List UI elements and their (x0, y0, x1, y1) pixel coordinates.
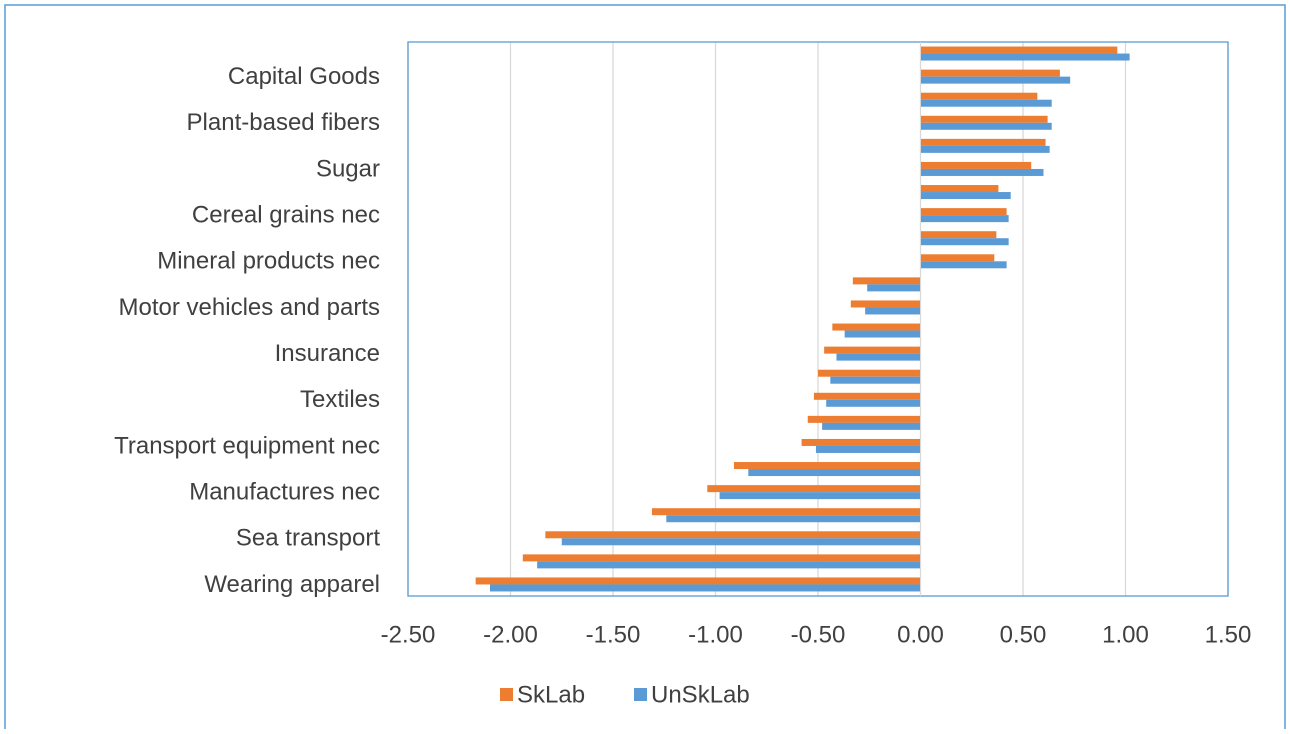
y-tick-label: Wearing apparel (204, 571, 380, 598)
legend-label: SkLab (517, 681, 585, 708)
bar (666, 515, 921, 523)
bar (920, 122, 1052, 130)
y-tick-label: Textiles (300, 386, 380, 413)
bar (748, 469, 921, 477)
bar (651, 508, 921, 516)
y-tick-label: Manufactures nec (189, 478, 380, 505)
bar (865, 307, 921, 315)
x-tick-label: 0.50 (1000, 621, 1047, 648)
bar (561, 538, 921, 546)
bar (852, 277, 921, 285)
bar (920, 254, 995, 262)
x-tick-label: -2.00 (483, 621, 538, 648)
bar (920, 46, 1118, 54)
y-tick-label: Sea transport (236, 525, 380, 552)
bar (844, 330, 921, 338)
bar (475, 577, 921, 585)
bar (850, 300, 921, 308)
bar (719, 492, 921, 500)
chart-frame (4, 4, 1286, 734)
legend-swatch (634, 688, 647, 701)
y-tick-label: Transport equipment nec (114, 432, 380, 459)
y-tick-label: Plant-based fibers (187, 109, 380, 136)
x-tick-label: 1.00 (1102, 621, 1149, 648)
y-tick-label: Sugar (316, 155, 380, 182)
bar (545, 531, 921, 539)
y-tick-label: Capital Goods (228, 63, 380, 90)
x-tick-label: 1.50 (1205, 621, 1252, 648)
bar (801, 438, 921, 446)
bar (920, 231, 997, 239)
bar (920, 215, 1009, 223)
bar (522, 554, 921, 562)
bar (920, 238, 1009, 246)
x-tick-label: -2.50 (381, 621, 436, 648)
bar (920, 161, 1032, 169)
bar (826, 399, 921, 407)
bar (537, 561, 921, 569)
bar (832, 323, 921, 331)
bar (920, 168, 1044, 176)
legend-label: UnSkLab (651, 681, 750, 708)
bar (807, 415, 921, 423)
bar (920, 76, 1071, 84)
bar (733, 462, 921, 470)
bar (920, 53, 1130, 61)
plot-area (407, 41, 1229, 597)
bar (920, 185, 999, 193)
x-tick-label: -0.50 (791, 621, 846, 648)
bar (920, 138, 1046, 146)
bar (867, 284, 921, 292)
bar (490, 584, 921, 592)
bar (830, 376, 921, 384)
bar (920, 69, 1060, 77)
bar (813, 392, 921, 400)
bar (920, 99, 1052, 107)
x-tick-label: 0.00 (897, 621, 944, 648)
y-tick-label: Insurance (275, 340, 380, 367)
bar (822, 422, 921, 430)
bar (836, 353, 921, 361)
bar (920, 92, 1038, 100)
bar (920, 192, 1011, 200)
x-tick-label: -1.50 (586, 621, 641, 648)
bar (920, 115, 1048, 123)
bar (707, 485, 921, 493)
y-tick-label: Mineral products nec (157, 248, 380, 275)
x-tick-label: -1.00 (688, 621, 743, 648)
y-tick-label: Motor vehicles and parts (119, 294, 380, 321)
bar (818, 369, 921, 377)
legend-swatch (500, 688, 513, 701)
y-tick-label: Cereal grains nec (192, 201, 380, 228)
bar (824, 346, 921, 354)
bar (815, 445, 921, 453)
bar (920, 261, 1007, 269)
bar (920, 208, 1007, 216)
bar (920, 145, 1050, 153)
